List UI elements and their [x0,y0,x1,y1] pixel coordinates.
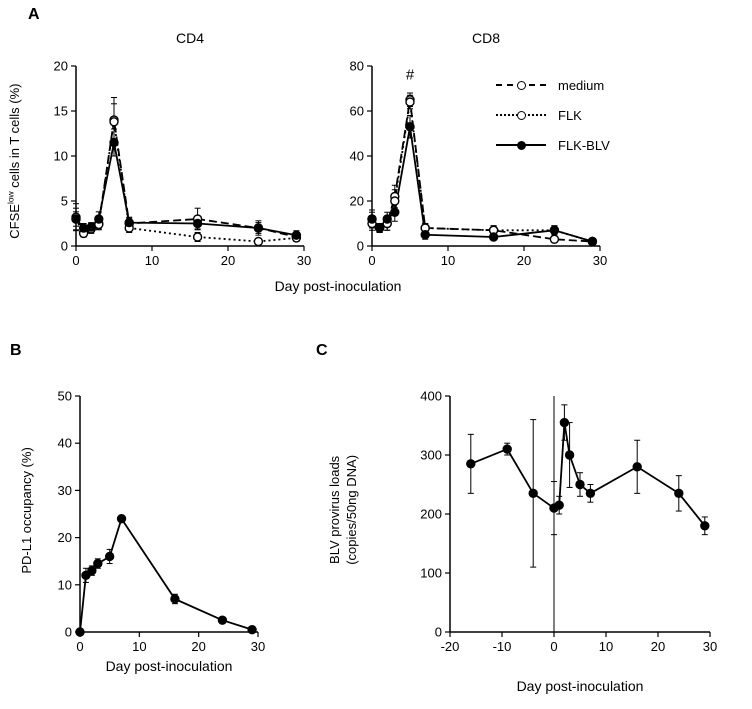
svg-text:20: 20 [651,639,665,654]
panel-b-y-axis-label: PD-L1 occupancy (%) [14,390,40,630]
svg-text:200: 200 [420,507,442,522]
svg-text:10: 10 [441,253,455,268]
open-circle-icon [517,111,526,120]
svg-text:30: 30 [58,483,72,498]
svg-text:0: 0 [65,625,72,640]
legend-item-flk: FLK [496,100,610,130]
svg-text:50: 50 [58,389,72,404]
filled-circle-icon [517,141,526,150]
legend: medium FLK FLK-BLV [496,70,610,160]
svg-text:30: 30 [251,639,265,654]
open-circle-icon [517,81,526,90]
svg-text:0: 0 [435,625,442,640]
panel-c-label: C [316,342,328,359]
flk-blv-line-sample [496,141,546,150]
medium-line-sample [496,81,546,90]
panel-a-y-axis-label: CFSElow cells in T cells (%) [0,46,30,276]
panel-a-x-axis-label: Day post-inoculation [274,278,402,294]
cd4-title: CD4 [175,30,204,46]
pdl1-chart: 0 10 20 30 0 10 20 30 40 50 [58,389,266,655]
svg-text:0: 0 [72,253,79,268]
panel-b-x-axis-label: Day post-inoculation [105,658,233,674]
blv-y-label-line2: (copies/50ng DNA) [344,455,360,565]
blv-y-label-text: BLV provirus loads (copies/50ng DNA) [327,455,361,565]
svg-text:0: 0 [357,239,364,254]
svg-text:20: 20 [350,194,364,209]
svg-text:5: 5 [61,194,68,209]
svg-text:0: 0 [550,639,557,654]
svg-text:15: 15 [54,104,68,119]
panel-a-label: A [28,6,40,23]
cfse-label-sup: low [5,191,16,204]
svg-text:10: 10 [145,253,159,268]
svg-text:-20: -20 [441,639,460,654]
svg-text:30: 30 [593,253,607,268]
svg-text:#: # [406,67,415,84]
pdl1-y-label-text: PD-L1 occupancy (%) [18,446,34,574]
svg-text:20: 20 [517,253,531,268]
svg-text:40: 40 [350,149,364,164]
svg-text:20: 20 [58,530,72,545]
legend-item-medium: medium [496,70,610,100]
svg-text:400: 400 [420,389,442,404]
svg-text:20: 20 [221,253,235,268]
legend-item-flk-blv: FLK-BLV [496,130,610,160]
cfse-y-label-text: CFSElow cells in T cells (%) [6,83,24,238]
svg-text:20: 20 [191,639,205,654]
cfse-label-prefix: CFSE [7,203,23,239]
svg-text:30: 30 [297,253,311,268]
panel-c-y-axis-label: BLV provirus loads (copies/50ng DNA) [322,390,366,630]
svg-text:10: 10 [132,639,146,654]
cd8-chart: 0 10 20 30 0 20 40 60 80 # [350,59,608,269]
blv-y-label-line1: BLV provirus loads [327,455,343,565]
panel-b-label: B [10,342,22,359]
flk-line-sample [496,111,546,120]
svg-text:0: 0 [61,239,68,254]
svg-text:0: 0 [368,253,375,268]
cd8-title: CD8 [471,30,500,46]
svg-text:40: 40 [58,436,72,451]
cfse-label-suffix: cells in T cells (%) [7,83,23,192]
svg-text:10: 10 [599,639,613,654]
svg-text:0: 0 [76,639,83,654]
cd4-chart: 0 10 20 30 0 5 10 15 20 [54,59,312,269]
svg-text:10: 10 [54,149,68,164]
legend-label-flk-blv: FLK-BLV [558,137,610,153]
svg-text:10: 10 [58,577,72,592]
legend-label-flk: FLK [558,107,582,123]
legend-label-medium: medium [558,77,605,93]
svg-text:-10: -10 [493,639,512,654]
svg-text:30: 30 [703,639,717,654]
svg-text:60: 60 [350,104,364,119]
svg-text:20: 20 [54,59,68,74]
svg-text:80: 80 [350,59,364,74]
panel-c-x-axis-label: Day post-inoculation [516,678,644,694]
svg-text:100: 100 [420,566,442,581]
svg-text:300: 300 [420,448,442,463]
